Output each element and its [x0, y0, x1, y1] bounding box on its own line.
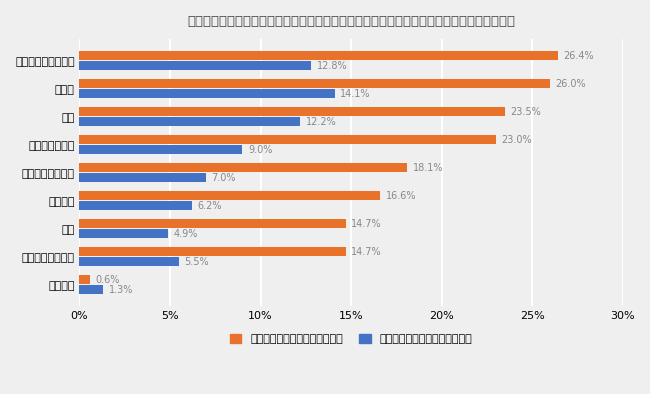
- Bar: [79, 135, 496, 144]
- Text: 14.7%: 14.7%: [351, 219, 382, 229]
- Text: 9.0%: 9.0%: [248, 145, 272, 154]
- Bar: [79, 257, 179, 266]
- Bar: [79, 79, 551, 88]
- Text: 4.9%: 4.9%: [174, 229, 198, 239]
- Text: 12.8%: 12.8%: [317, 61, 347, 71]
- Text: 23.0%: 23.0%: [501, 134, 532, 145]
- Bar: [79, 61, 311, 70]
- Bar: [79, 201, 192, 210]
- Bar: [79, 107, 505, 116]
- Bar: [79, 89, 335, 98]
- Bar: [79, 173, 206, 182]
- Text: 23.5%: 23.5%: [510, 106, 541, 117]
- Bar: [79, 163, 407, 172]
- Text: 14.1%: 14.1%: [340, 89, 370, 98]
- Text: 18.1%: 18.1%: [413, 163, 443, 173]
- Bar: [79, 285, 103, 294]
- Title: コロナ禍での働き方の変化により、何を以前よりも重視したいと思うようになりましたか？: コロナ禍での働き方の変化により、何を以前よりも重視したいと思うようになりましたか…: [187, 15, 515, 28]
- Text: 16.6%: 16.6%: [385, 191, 416, 201]
- Text: 26.0%: 26.0%: [556, 78, 586, 89]
- Text: 7.0%: 7.0%: [212, 173, 236, 183]
- Text: 26.4%: 26.4%: [563, 50, 593, 61]
- Bar: [79, 219, 346, 228]
- Bar: [79, 191, 380, 200]
- Text: 0.6%: 0.6%: [96, 275, 120, 284]
- Legend: ポジティブと受け止めている方, ネガティブと受け止めている方: ポジティブと受け止めている方, ネガティブと受け止めている方: [226, 330, 476, 349]
- Bar: [79, 145, 242, 154]
- Text: 5.5%: 5.5%: [185, 256, 209, 267]
- Bar: [79, 229, 168, 238]
- Bar: [79, 51, 558, 60]
- Bar: [79, 247, 346, 256]
- Text: 14.7%: 14.7%: [351, 247, 382, 256]
- Text: 12.2%: 12.2%: [306, 117, 337, 126]
- Text: 1.3%: 1.3%: [109, 285, 133, 295]
- Bar: [79, 117, 300, 126]
- Bar: [79, 275, 90, 284]
- Text: 6.2%: 6.2%: [197, 201, 222, 211]
